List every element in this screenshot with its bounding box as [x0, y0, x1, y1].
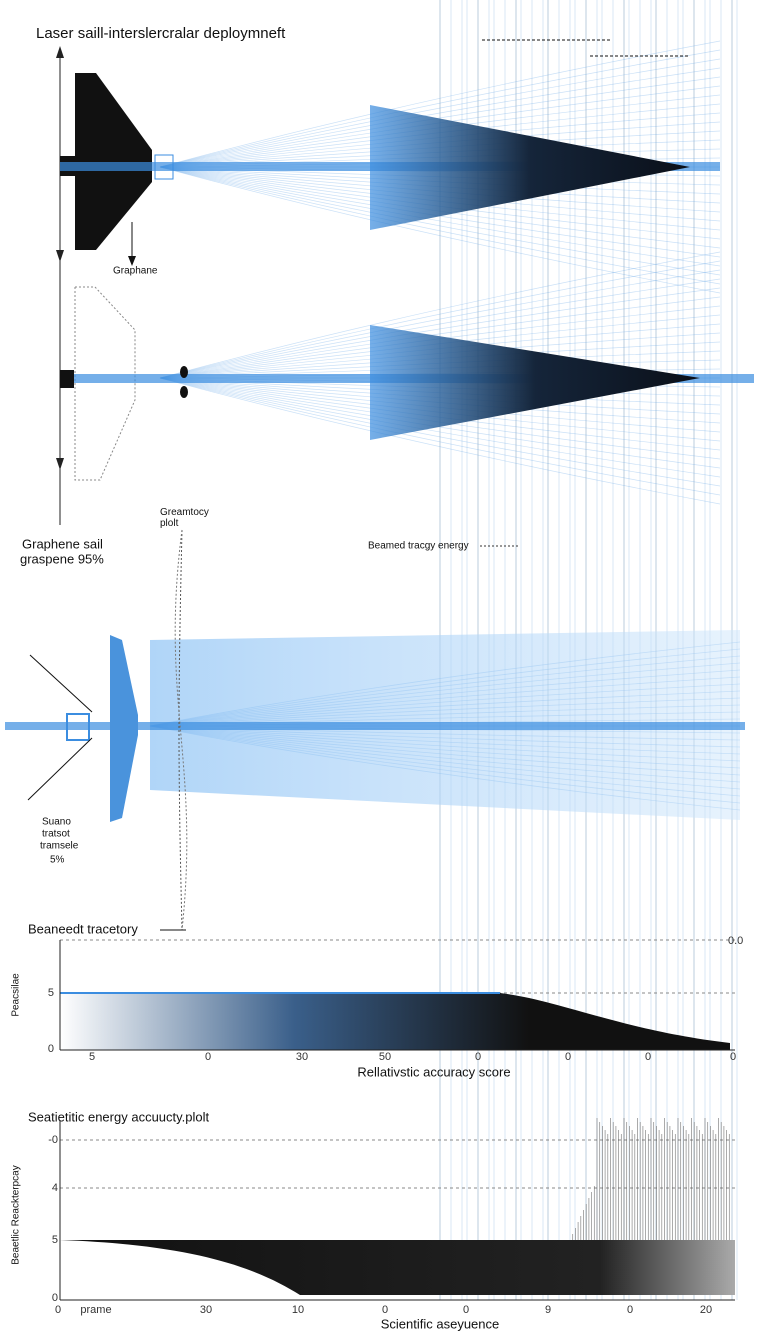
arrow	[56, 458, 64, 470]
label: Suano	[42, 817, 71, 828]
x-tick-label: 10	[292, 1304, 304, 1316]
sail-outline	[74, 286, 136, 481]
fan-line	[159, 287, 721, 379]
y-tick-label: 0	[52, 1292, 58, 1304]
y-tick-label: -0	[48, 1134, 58, 1146]
x-tick-label: 0	[463, 1304, 469, 1316]
x-tick-label: 30	[200, 1304, 212, 1316]
area	[60, 993, 730, 1050]
x-tick-label: 9	[545, 1304, 551, 1316]
x-tick-label: 0	[565, 1051, 571, 1063]
y-axis-label: Beaetlic Reackterpcay	[11, 1165, 22, 1265]
pointer	[29, 654, 93, 713]
label: Graphene sail	[22, 536, 103, 551]
node	[180, 386, 188, 398]
label: Greamtocy plolt	[160, 507, 209, 529]
label: graspene 95%	[20, 551, 104, 566]
y-tick-label: 5	[48, 987, 54, 999]
node	[180, 366, 188, 378]
chart-title: Beaneedt tracetory	[28, 921, 138, 936]
y-tick-label: 4	[52, 1182, 58, 1194]
fan-line	[159, 166, 721, 294]
fan-line	[159, 269, 721, 379]
label: Graphane	[113, 266, 158, 277]
x-tick-label: 50	[379, 1051, 391, 1063]
area	[60, 1240, 735, 1295]
fan-line	[159, 67, 721, 168]
fan-line	[159, 251, 721, 379]
chart-title: Seatietitic energy accuucty.plolt	[28, 1109, 210, 1124]
label: tramsele	[40, 841, 79, 852]
x-tick-label: 0	[475, 1051, 481, 1063]
x-tick-label: 0	[382, 1304, 388, 1316]
emitter	[60, 370, 74, 388]
page-title: Laser saill-interslercralar deploymneft	[36, 25, 286, 42]
sail-dark	[75, 73, 152, 250]
fan-line	[159, 260, 721, 379]
arrow	[56, 46, 64, 58]
fan-line	[159, 377, 721, 505]
x-tick-label: 0	[627, 1304, 633, 1316]
x-tick-label: prame	[80, 1304, 111, 1316]
arrow	[56, 250, 64, 262]
fan-line	[159, 49, 721, 168]
dashed-curve	[178, 529, 183, 931]
arrow	[128, 256, 136, 266]
fan-line	[159, 166, 721, 276]
beam-cone	[370, 105, 690, 230]
x-tick-label: 5	[89, 1051, 95, 1063]
label: 5%	[50, 855, 65, 866]
fan-line	[159, 377, 721, 487]
ring	[66, 713, 90, 741]
dashed-curve	[174, 529, 188, 931]
fan-line	[159, 278, 721, 379]
beam-cone	[370, 325, 700, 440]
x-tick-label: 30	[296, 1051, 308, 1063]
pointer	[27, 737, 93, 801]
sail-blue	[110, 635, 138, 822]
x-tick-label: 0	[645, 1051, 651, 1063]
x-axis-label: Rellativstic accuracy score	[357, 1064, 510, 1079]
label: Beamed tracgy energy	[368, 541, 469, 552]
corner-label: 0.0	[728, 935, 743, 947]
x-axis-label: Scientific aseyuence	[381, 1316, 500, 1331]
x-tick-label: 20	[700, 1304, 712, 1316]
label: tratsot	[42, 829, 70, 840]
fan-line	[159, 40, 721, 168]
fan-line	[159, 377, 721, 478]
ticks: 5 0 30 50 0 0 0 005	[48, 987, 736, 1063]
fan-line	[159, 58, 721, 168]
x-tick-label: 0	[205, 1051, 211, 1063]
fan-line	[159, 166, 721, 267]
fan-line	[159, 377, 721, 496]
y-tick-label: 5	[52, 1234, 58, 1246]
beam	[5, 722, 745, 730]
y-tick-label: 0	[48, 1043, 54, 1055]
x-tick-label: 0	[730, 1051, 736, 1063]
fan-line	[159, 166, 721, 285]
x-tick-label: 0	[55, 1304, 61, 1316]
y-axis-label: Peacsilae	[11, 973, 22, 1017]
